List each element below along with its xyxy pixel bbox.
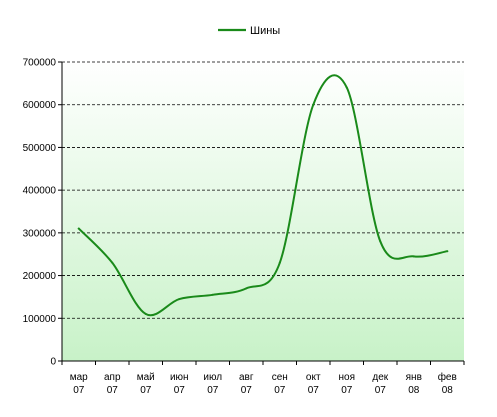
data-point — [379, 240, 382, 243]
data-point — [446, 250, 449, 253]
y-tick-label: 0 — [50, 357, 56, 368]
data-point — [245, 287, 248, 290]
x-tick-label: окт 07 — [306, 372, 321, 396]
series — [77, 74, 449, 317]
y-tick-label: 100000 — [23, 314, 57, 325]
y-tick-label: 700000 — [23, 58, 57, 69]
data-point — [77, 227, 80, 230]
x-tick-label: апр 07 — [104, 372, 121, 396]
x-tick-label: сен 07 — [272, 372, 288, 396]
plot-area — [62, 62, 464, 361]
x-tick-label: ноя 07 — [339, 372, 356, 396]
y-tick-label: 200000 — [23, 271, 57, 282]
gridlines — [62, 61, 464, 319]
y-tick-label: 600000 — [23, 100, 57, 111]
x-tick-label: фев 08 — [438, 371, 457, 396]
x-tick-label: дек 07 — [372, 372, 388, 396]
x-tick-label: авг 07 — [239, 372, 254, 396]
data-point — [178, 298, 181, 301]
data-point — [211, 293, 214, 296]
y-tick-label: 300000 — [23, 228, 57, 239]
y-tick-label: 400000 — [23, 186, 57, 197]
x-tick-label: июн 07 — [170, 372, 189, 396]
legend-label: Шины — [250, 25, 280, 37]
data-point — [144, 313, 147, 316]
legend: Шины — [218, 25, 280, 37]
data-point — [111, 261, 114, 264]
x-tick-label: май 07 — [137, 372, 155, 396]
data-point — [278, 261, 281, 264]
x-tick-label: мар 07 — [70, 372, 88, 396]
y-tick-labels: 0 100000 200000 300000 400000 500000 600000 700… — [23, 58, 57, 368]
x-tick-label: янв 08 — [406, 372, 422, 396]
x-tick-labels: мар 07 апр 07 май 07 июн 07 июл 07 авг 07 сен 07 окт 07… — [70, 371, 457, 396]
data-point — [345, 86, 348, 89]
axes — [58, 61, 465, 365]
y-tick-label: 500000 — [23, 143, 57, 154]
data-point — [412, 255, 415, 258]
x-tick-label: июл 07 — [203, 372, 222, 396]
data-point — [312, 103, 315, 106]
